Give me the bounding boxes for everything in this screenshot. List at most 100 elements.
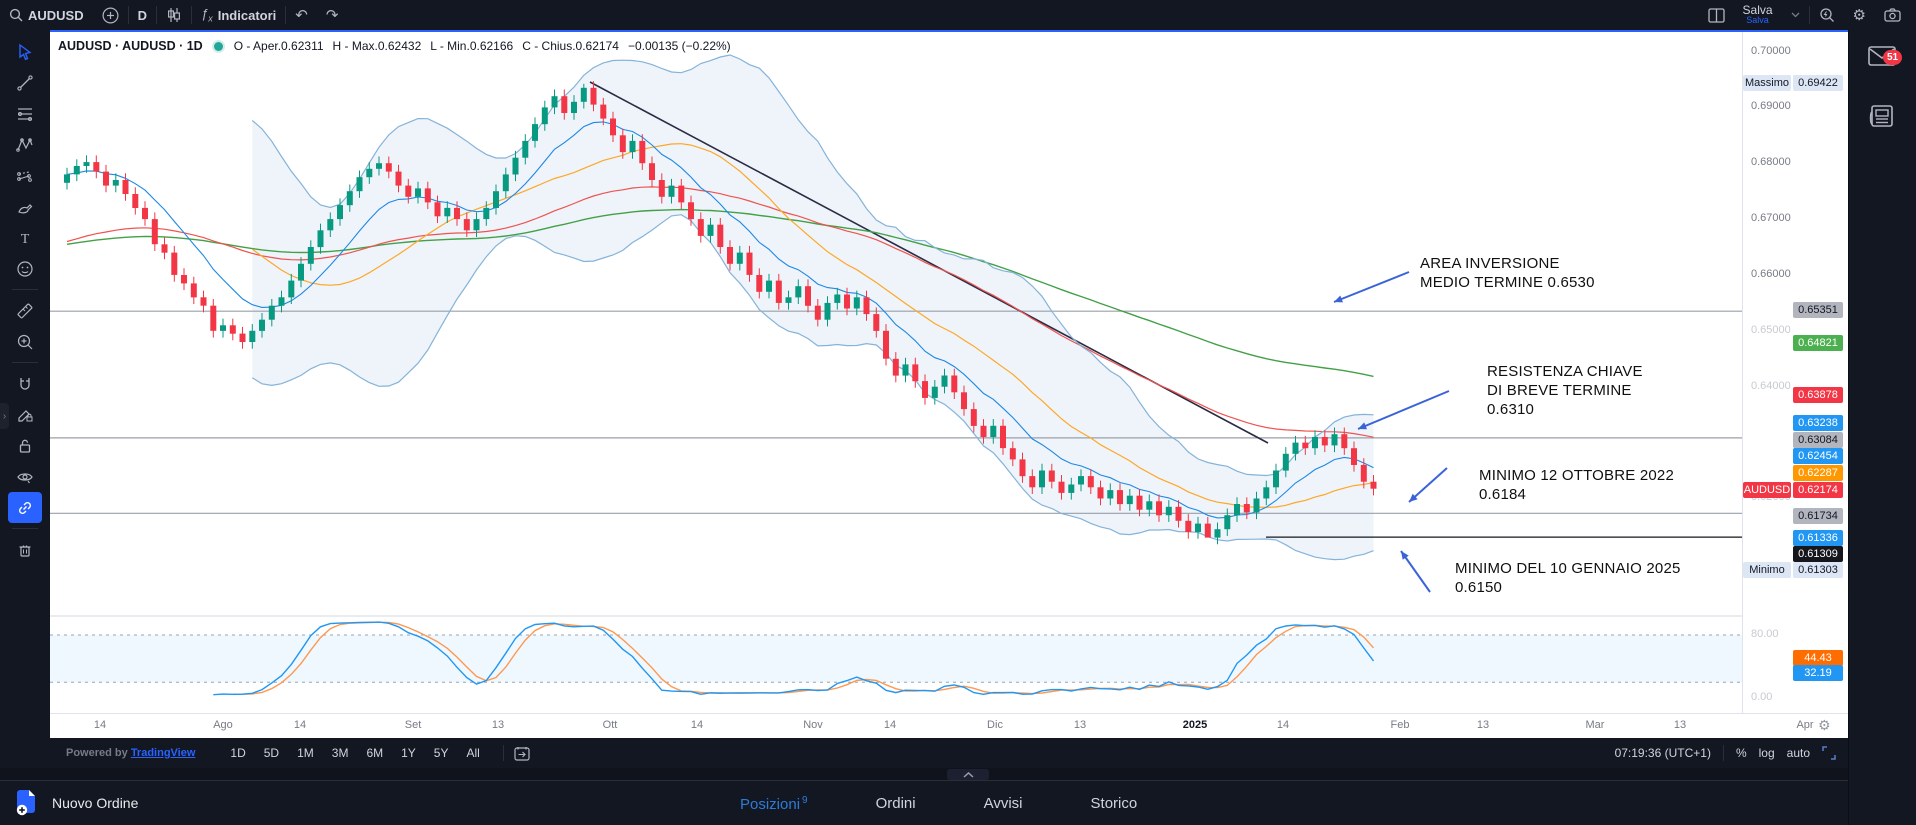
- auto-scale-button[interactable]: auto: [1786, 746, 1810, 760]
- time-label: Set: [404, 719, 422, 731]
- save-menu-button[interactable]: [1782, 0, 1809, 30]
- fx-icon: ƒx: [201, 6, 213, 24]
- undo-button[interactable]: ↶: [286, 0, 317, 30]
- save-sub-label: Salva: [1746, 15, 1769, 25]
- news-icon[interactable]: [1867, 102, 1897, 130]
- save-label: Salva: [1742, 3, 1773, 17]
- tool-link-sync[interactable]: [8, 492, 42, 523]
- annotation-text-3[interactable]: MINIMO DEL 10 GENNAIO 2025 0.6150: [1455, 560, 1681, 596]
- time-axis[interactable]: ⚙ 14 Ago 14 Set 13 Ott 14 Nov 14 Dic 13 2025 14 Feb 13…: [50, 713, 1848, 738]
- trading-panel: Nuovo Ordine Posizioni 9 Ordini Avvisi Stori…: [0, 780, 1848, 825]
- calendar-icon: [514, 746, 530, 761]
- range-button-all[interactable]: All: [466, 746, 480, 760]
- snapshot-button[interactable]: [1875, 0, 1910, 30]
- tab-posizioni[interactable]: Posizioni 9: [740, 794, 808, 813]
- chart-style-button[interactable]: [157, 0, 191, 30]
- price-axis[interactable]: 0.70000 0.69000 0.68000 0.67000 0.66000 0.650…: [1742, 32, 1848, 713]
- tool-brush[interactable]: [8, 191, 42, 222]
- price-badge-prefix: AUDUSD: [1743, 482, 1791, 498]
- tool-hide-all[interactable]: [8, 461, 42, 492]
- chart-plot[interactable]: [50, 32, 1742, 713]
- legend-symbol[interactable]: AUDUSD · AUDUSD · 1D: [58, 39, 203, 53]
- maximize-icon[interactable]: [1822, 746, 1836, 760]
- redo-button[interactable]: ↷: [317, 0, 348, 30]
- range-button-1d[interactable]: 1D: [230, 746, 246, 760]
- layout-button[interactable]: [1699, 0, 1734, 30]
- tool-cursor[interactable]: [8, 36, 42, 67]
- tool-emoji[interactable]: [8, 253, 42, 284]
- tab-storico[interactable]: Storico: [1090, 795, 1138, 812]
- tradingview-link[interactable]: TradingView: [130, 747, 196, 759]
- toolbar-divider: [502, 745, 504, 761]
- annotation-text-2[interactable]: MINIMO 12 OTTOBRE 2022 0.6184: [1479, 467, 1675, 503]
- clock[interactable]: 07:19:36 (UTC+1): [1614, 746, 1711, 760]
- axis-settings-icon[interactable]: ⚙: [1818, 717, 1831, 733]
- time-label: Nov: [803, 719, 823, 731]
- range-button-1y[interactable]: 1Y: [401, 746, 416, 760]
- go-to-date-button[interactable]: [504, 738, 540, 768]
- price-tick: 80.00: [1751, 628, 1779, 640]
- tool-magnet[interactable]: [8, 368, 42, 399]
- range-button-5y[interactable]: 5Y: [433, 746, 449, 760]
- quick-search-icon: [1819, 8, 1834, 22]
- price-badge-prefix: Minimo: [1743, 562, 1791, 578]
- log-scale-button[interactable]: log: [1758, 746, 1775, 760]
- object-tree-expander[interactable]: ›: [0, 403, 9, 429]
- time-label: Ago: [213, 719, 233, 731]
- bollinger-upper[interactable]: [251, 54, 1374, 477]
- tool-drawing-edit-lock[interactable]: [8, 399, 42, 430]
- toolbar-divider: [127, 6, 129, 24]
- range-button-5d[interactable]: 5D: [263, 746, 280, 760]
- indicators-label: Indicatori: [217, 7, 277, 23]
- collapse-panel-button[interactable]: [947, 769, 989, 780]
- toolbar-divider: [191, 6, 193, 24]
- ma-red[interactable]: [66, 186, 1374, 438]
- tool-lock-all[interactable]: [8, 430, 42, 461]
- range-button-1m[interactable]: 1M: [297, 746, 314, 760]
- new-order-button[interactable]: Nuovo Ordine: [15, 789, 138, 817]
- time-label: 14: [93, 719, 107, 731]
- chart-widget[interactable]: AUDUSD · AUDUSD · 1D O - Aper.0.62311 H …: [50, 30, 1848, 738]
- symbol-search-button[interactable]: AUDUSD: [0, 0, 93, 30]
- tool-zoom-in[interactable]: [8, 326, 42, 357]
- ruler-icon: [17, 303, 33, 318]
- stoch-k-line[interactable]: [213, 621, 1375, 696]
- price-badge: 0.61734: [1793, 508, 1843, 524]
- range-button-3m[interactable]: 3M: [331, 746, 349, 760]
- tool-ruler[interactable]: [8, 295, 42, 326]
- time-label: 2025: [1182, 719, 1208, 731]
- tab-avvisi[interactable]: Avvisi: [983, 795, 1023, 812]
- ema-fast[interactable]: [66, 121, 1374, 519]
- annotation-arrow-1[interactable]: [1357, 390, 1450, 430]
- range-button-6m[interactable]: 6M: [366, 746, 384, 760]
- tool-text[interactable]: T: [8, 222, 42, 253]
- interval-button[interactable]: D: [129, 0, 156, 30]
- percent-scale-button[interactable]: %: [1735, 746, 1747, 760]
- tool-forecast[interactable]: [8, 160, 42, 191]
- annotation-arrow-0[interactable]: [1333, 271, 1410, 303]
- save-button[interactable]: Salva Salva: [1734, 0, 1782, 30]
- price-badge: 0.63084: [1793, 432, 1843, 448]
- fib-retracement-icon: [18, 107, 32, 121]
- drawing-toolbar: T: [0, 30, 50, 738]
- indicators-button[interactable]: ƒx Indicatori: [192, 0, 285, 30]
- emoji-icon: [17, 260, 33, 277]
- tool-fib-retracement[interactable]: [8, 98, 42, 129]
- eye-icon: [17, 472, 33, 483]
- compare-add-button[interactable]: [93, 0, 128, 30]
- bollinger-basis[interactable]: [251, 143, 1374, 508]
- tool-trend-line[interactable]: [8, 67, 42, 98]
- annotation-text-0[interactable]: AREA INVERSIONE MEDIO TERMINE 0.6530: [1420, 255, 1595, 291]
- tab-ordini[interactable]: Ordini: [875, 795, 916, 812]
- settings-button[interactable]: ⚙: [1844, 0, 1875, 30]
- ma-green[interactable]: [66, 208, 1374, 378]
- annotation-arrow-2[interactable]: [1408, 467, 1448, 503]
- quick-search-button[interactable]: [1810, 0, 1844, 30]
- tool-remove-all[interactable]: [8, 534, 42, 565]
- annotation-text-1[interactable]: RESISTENZA CHIAVE DI BREVE TERMINE 0.6310: [1487, 363, 1643, 418]
- annotation-arrow-3[interactable]: [1400, 550, 1431, 593]
- tool-xabcd-pattern[interactable]: [8, 129, 42, 160]
- tab-count-badge: 9: [802, 794, 808, 806]
- stoch-d-line[interactable]: [232, 621, 1375, 696]
- price-tick: 0.65000: [1751, 324, 1791, 336]
